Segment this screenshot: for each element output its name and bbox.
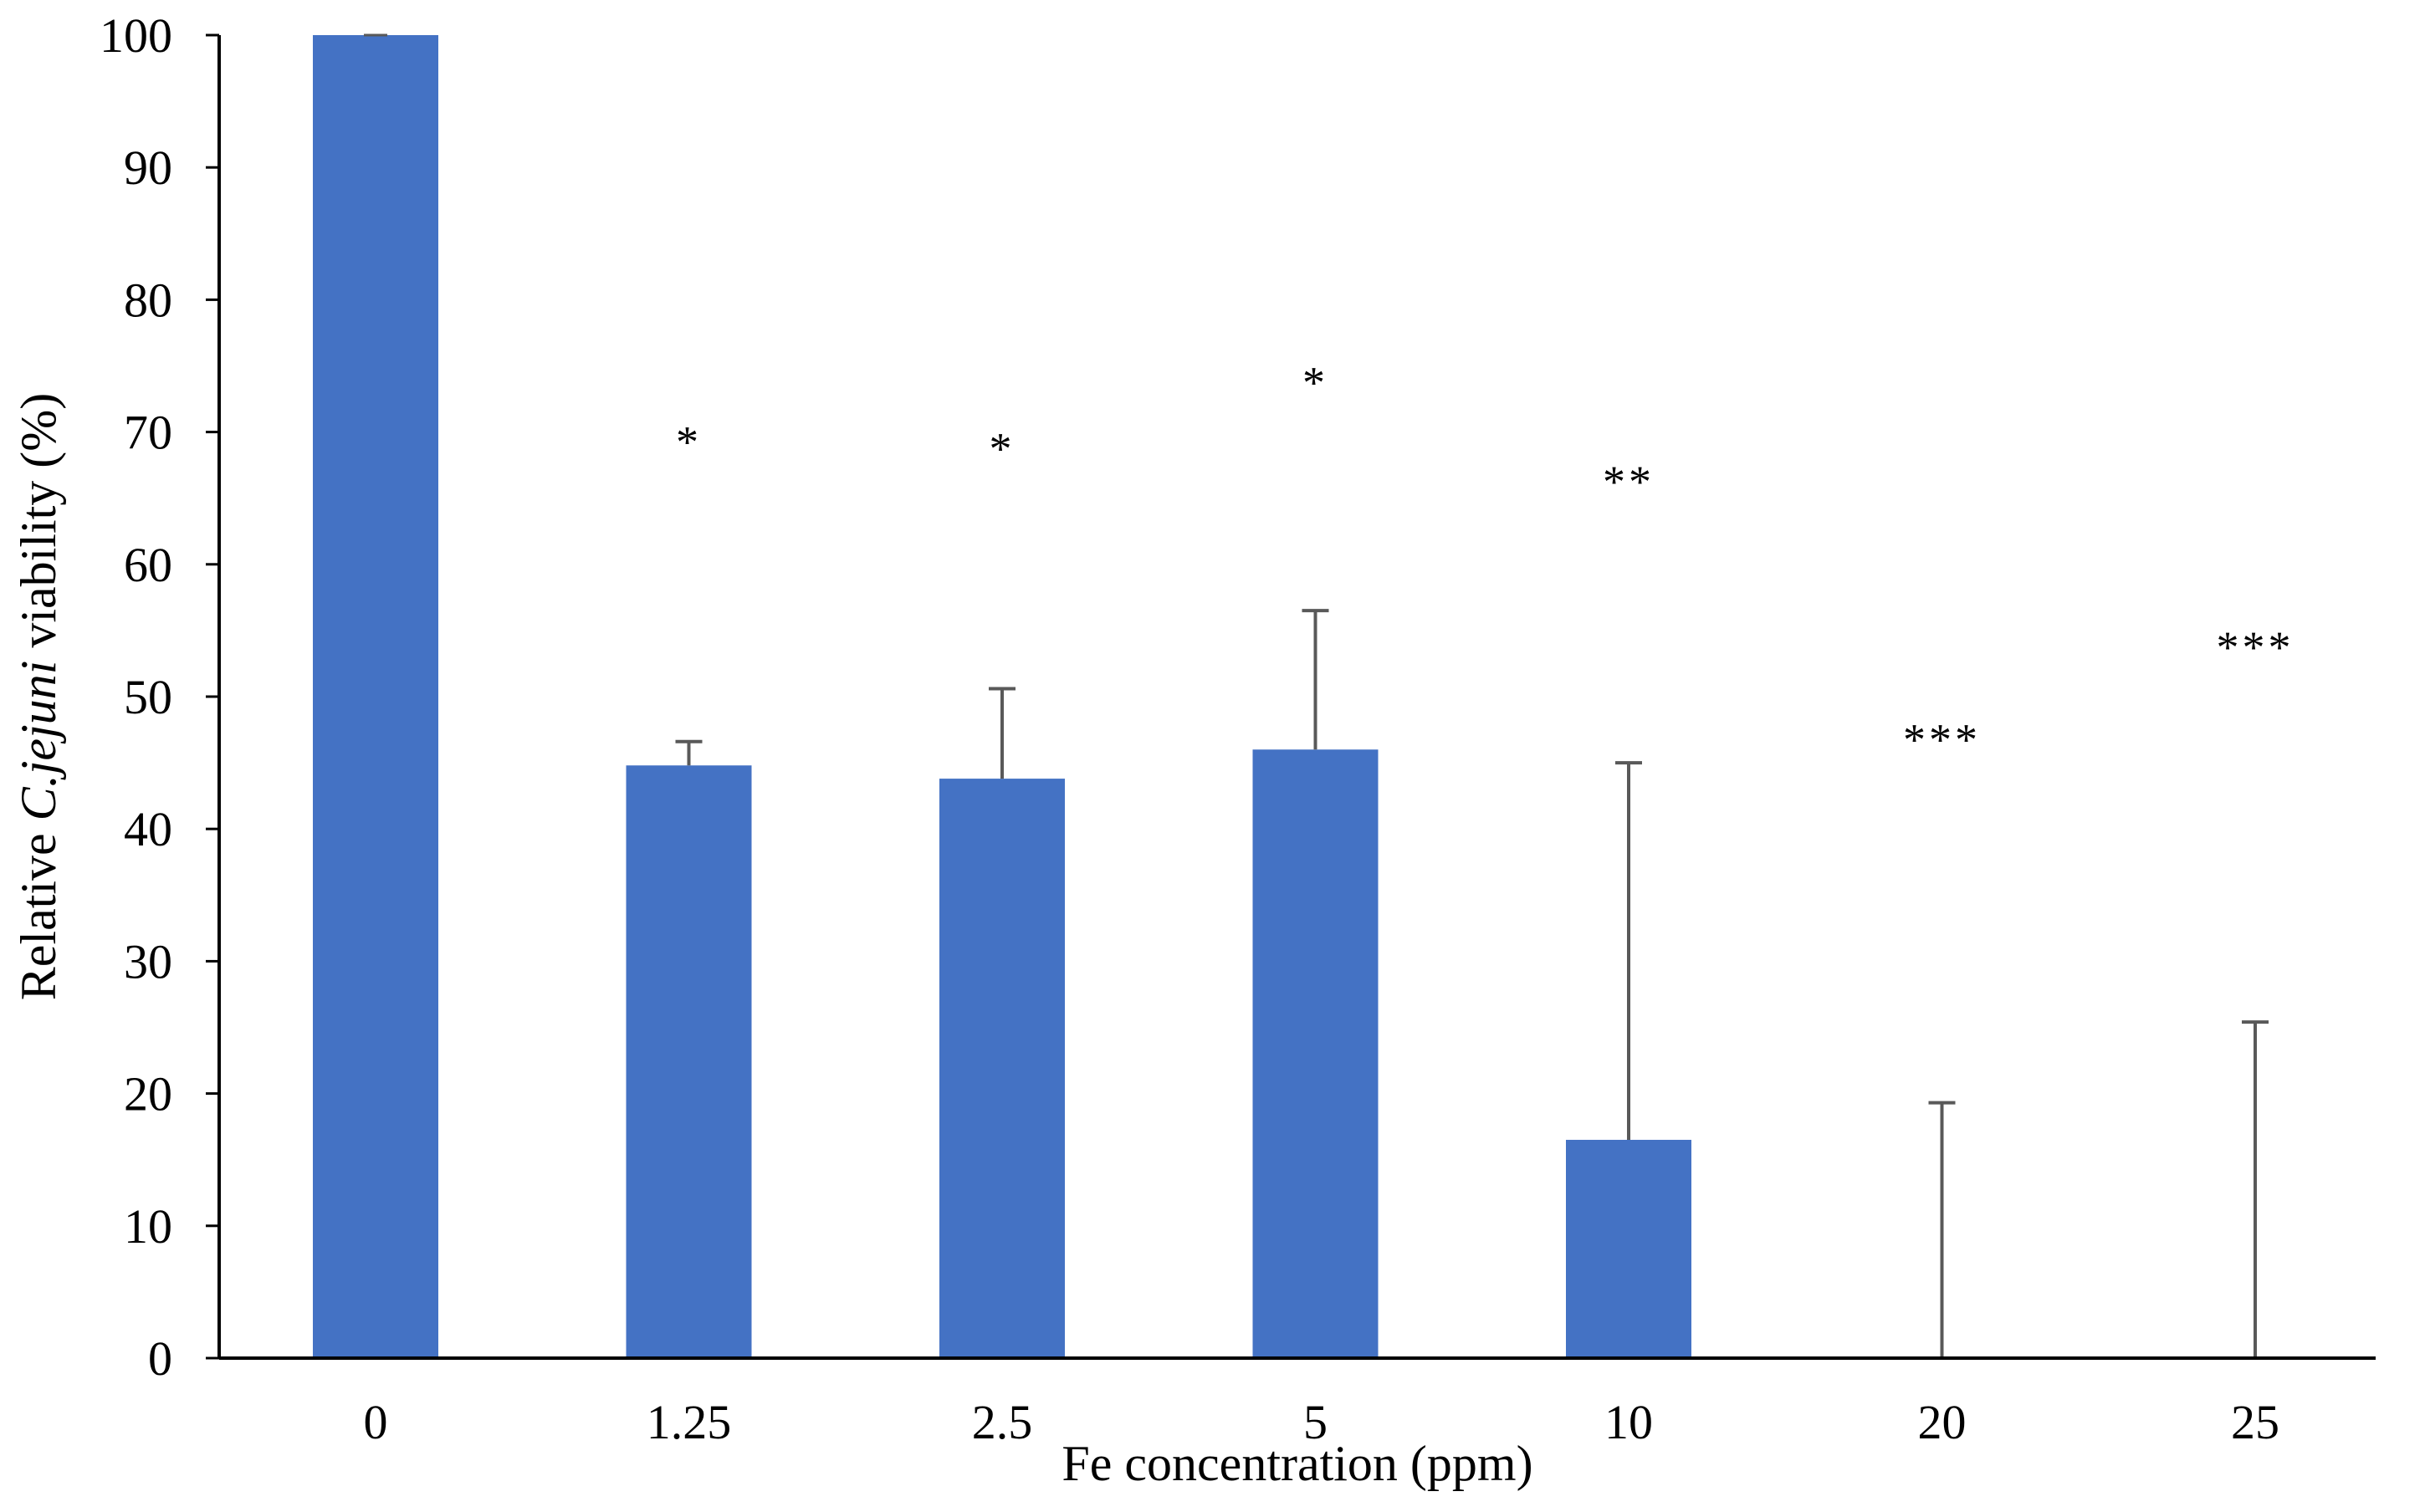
x-axis-ticks: 0 1.25 2.5 5 10 20 25 [364, 1395, 2280, 1449]
x-tick-label: 0 [364, 1395, 388, 1449]
y-tick-label: 10 [124, 1199, 172, 1254]
y-tick-label: 80 [124, 273, 172, 327]
y-tick-label: 20 [124, 1067, 172, 1121]
significance-marker: * [1302, 357, 1328, 407]
y-tick-label: 40 [124, 802, 172, 856]
y-tick-label: 100 [100, 8, 172, 63]
y-tick-label: 50 [124, 670, 172, 724]
significance-markers: * ********** [676, 357, 2295, 765]
y-axis-title-suffix: viability (%) [11, 393, 66, 661]
bar [939, 779, 1065, 1358]
x-tick-label: 5 [1303, 1395, 1328, 1449]
x-tick-label: 1.25 [647, 1395, 732, 1449]
significance-marker: *** [1903, 715, 1981, 765]
y-tick-label: 0 [148, 1331, 172, 1386]
significance-marker: * [990, 424, 1016, 474]
significance-marker: *** [2217, 622, 2295, 672]
bar [1252, 749, 1379, 1358]
bar [1566, 1139, 1691, 1358]
y-axis-title-prefix: Relative [11, 820, 66, 1000]
x-tick-label: 25 [2231, 1395, 2279, 1449]
y-axis-title: Relative C.jejuni viability (%) [11, 393, 66, 1001]
bar [313, 35, 438, 1358]
significance-marker: ** [1603, 457, 1655, 507]
y-axis-title-species: C.jejuni [11, 661, 66, 821]
bars [313, 35, 1691, 1358]
y-axis-ticks: 0 10 20 30 40 50 60 70 80 90 100 [100, 8, 219, 1386]
x-tick-label: 20 [1918, 1395, 1967, 1449]
bar [626, 765, 752, 1358]
significance-marker: * [676, 417, 702, 467]
error-bars [364, 33, 2269, 1358]
y-tick-label: 60 [124, 538, 172, 592]
x-tick-label: 2.5 [972, 1395, 1033, 1449]
x-axis-title: Fe concentration (ppm) [1062, 1436, 1532, 1491]
y-tick-label: 90 [124, 140, 172, 195]
y-tick-label: 70 [124, 406, 172, 460]
x-tick-label: 10 [1604, 1395, 1653, 1449]
y-tick-label: 30 [124, 934, 172, 988]
